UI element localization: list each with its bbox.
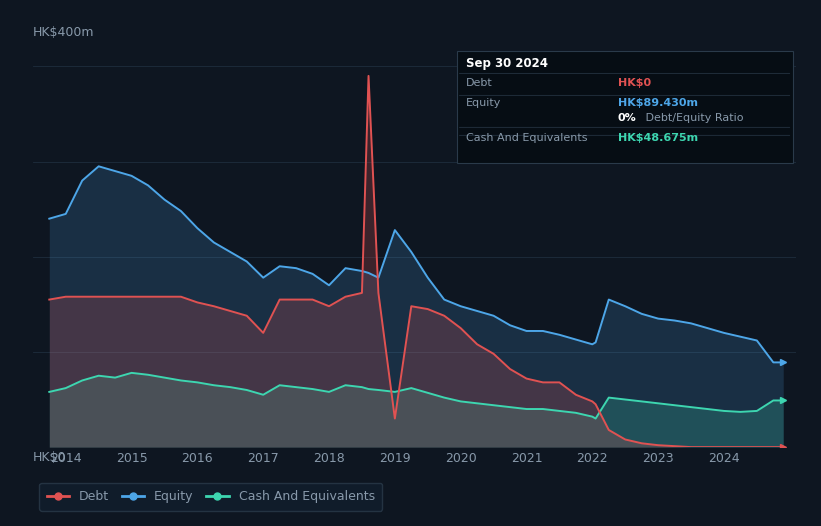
Text: Debt/Equity Ratio: Debt/Equity Ratio bbox=[642, 114, 744, 124]
Text: Equity: Equity bbox=[466, 97, 501, 107]
Legend: Debt, Equity, Cash And Equivalents: Debt, Equity, Cash And Equivalents bbox=[39, 483, 383, 511]
Text: HK$400m: HK$400m bbox=[33, 26, 94, 39]
Text: HK$89.430m: HK$89.430m bbox=[618, 97, 698, 107]
FancyBboxPatch shape bbox=[456, 52, 792, 163]
Text: HK$0: HK$0 bbox=[33, 451, 67, 464]
Text: Debt: Debt bbox=[466, 78, 493, 88]
Text: 0%: 0% bbox=[618, 114, 636, 124]
Text: HK$48.675m: HK$48.675m bbox=[618, 134, 698, 144]
Text: Cash And Equivalents: Cash And Equivalents bbox=[466, 134, 587, 144]
Text: Sep 30 2024: Sep 30 2024 bbox=[466, 57, 548, 70]
Text: HK$0: HK$0 bbox=[618, 78, 651, 88]
